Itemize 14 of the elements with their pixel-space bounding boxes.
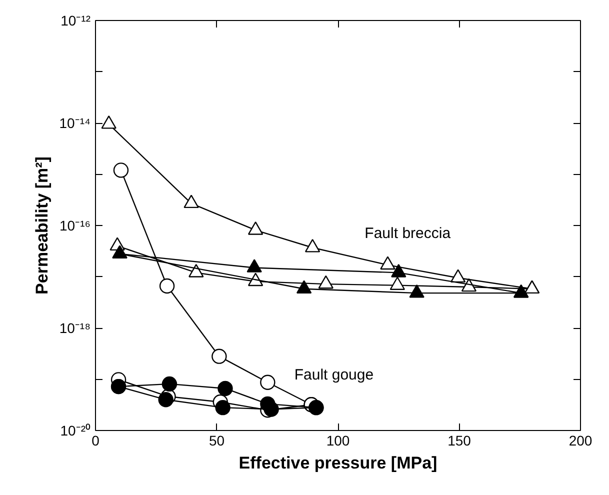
x-tick-label: 150	[448, 432, 472, 448]
y-tick-label: 10⁻¹⁶	[60, 218, 91, 234]
y-tick-label: 10⁻¹²	[60, 12, 91, 28]
y-tick-label: 10⁻¹⁴	[59, 115, 90, 131]
x-tick-label: 0	[92, 432, 100, 448]
y-tick-label: 10⁻¹⁸	[59, 320, 91, 336]
y-axis-title: Permeability [m²]	[32, 156, 52, 294]
y-tick-label: 10⁻²⁰	[60, 422, 90, 438]
x-axis-title: Effective pressure [MPa]	[238, 454, 438, 472]
annotation: Fault gouge	[294, 366, 374, 384]
x-tick-label: 200	[568, 432, 592, 448]
x-tick-label: 50	[208, 432, 225, 448]
x-tick-label: 100	[326, 432, 350, 448]
annotation: Fault breccia	[364, 224, 452, 242]
